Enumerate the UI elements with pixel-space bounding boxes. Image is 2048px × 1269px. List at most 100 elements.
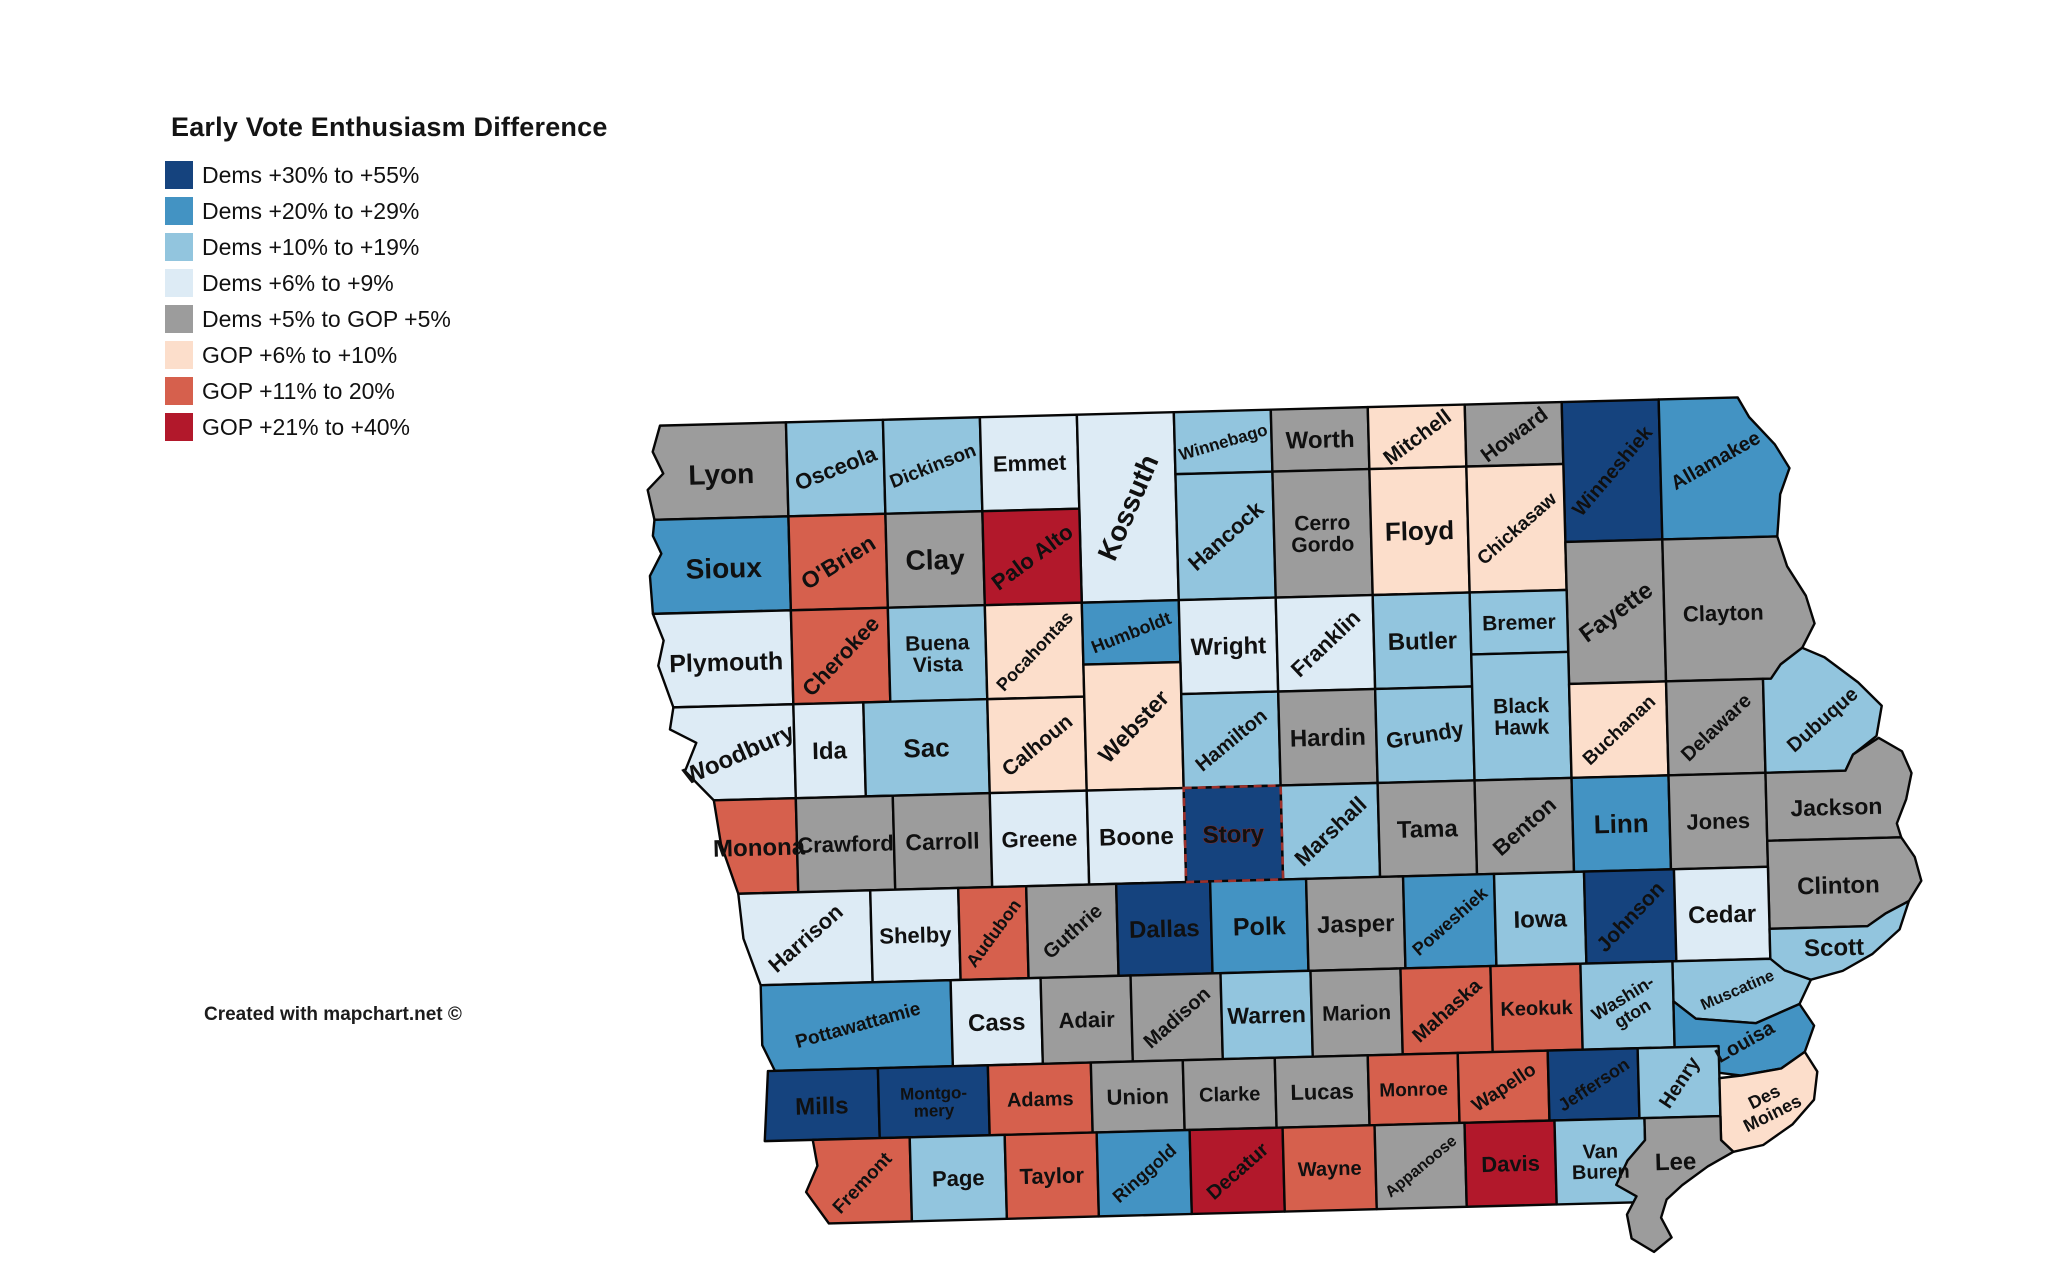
county-pottawattamie[interactable] [759,979,955,1073]
county-keokuk[interactable] [1489,962,1584,1054]
legend-label: Dems +30% to +55% [202,161,420,188]
county-mahaska[interactable] [1399,964,1494,1056]
county-cherokee[interactable] [789,606,892,706]
county-bremer[interactable] [1468,588,1570,656]
county-jones[interactable] [1667,771,1770,871]
county-montgomery[interactable] [876,1064,991,1140]
county-floyd[interactable] [1368,465,1471,597]
county-hancock[interactable] [1174,470,1277,602]
county-marion[interactable] [1309,967,1404,1058]
county-winneshiek[interactable] [1560,398,1664,544]
county-jefferson[interactable] [1546,1047,1641,1122]
county-carroll[interactable] [891,791,994,891]
county-union[interactable] [1089,1058,1186,1134]
county-grundy[interactable] [1373,685,1476,785]
county-crawford[interactable] [794,794,897,894]
county-taylor[interactable] [1003,1131,1101,1221]
county-benton[interactable] [1473,776,1576,876]
county-madison[interactable] [1129,971,1224,1063]
county-harrison[interactable] [737,889,874,987]
attribution: Created with mapchart.net © [204,1004,462,1025]
county-pocahontas[interactable] [983,601,1086,701]
county-decatur[interactable] [1188,1126,1286,1216]
county-monroe[interactable] [1366,1051,1461,1127]
county-palo-alto[interactable] [981,507,1083,607]
county-buchanan[interactable] [1567,680,1670,780]
county-wapello[interactable] [1456,1049,1551,1125]
legend-swatch-icon [165,197,193,225]
county-black-hawk[interactable] [1470,650,1573,782]
county-fremont[interactable] [804,1136,914,1225]
county-marshall[interactable] [1279,781,1382,881]
county-plymouth[interactable] [651,609,795,709]
county-story[interactable] [1182,784,1285,884]
county-appanoose[interactable] [1373,1121,1468,1211]
legend-label: Dems +5% to GOP +5% [202,305,451,332]
county-ida[interactable] [792,701,867,800]
county-mills[interactable] [763,1066,881,1143]
county-winnebago[interactable] [1172,408,1274,476]
county-jasper[interactable] [1304,875,1407,973]
county-lucas[interactable] [1273,1054,1371,1129]
county-dickinson[interactable] [881,416,984,515]
county-sac[interactable] [862,697,991,798]
county-wayne[interactable] [1281,1123,1378,1213]
county-iowa[interactable] [1492,870,1588,968]
county-cass[interactable] [949,976,1045,1068]
legend-label: GOP +21% to +40% [202,413,410,440]
county-guthrie[interactable] [1024,882,1120,980]
county-page[interactable] [908,1133,1009,1223]
county-adams[interactable] [986,1061,1094,1137]
county-boone[interactable] [1085,786,1188,886]
county-wright[interactable] [1177,596,1280,696]
county-lyon[interactable] [646,421,790,522]
county-monona[interactable] [712,797,800,895]
county-shelby[interactable] [869,886,962,984]
county-kossuth[interactable] [1075,410,1180,604]
county-howard[interactable] [1463,400,1565,468]
county-davis[interactable] [1463,1119,1558,1208]
county-linn[interactable] [1570,774,1673,874]
county-adair[interactable] [1039,974,1135,1066]
county-fayette[interactable] [1564,538,1668,686]
county-cedar[interactable] [1672,865,1772,963]
county-chickasaw[interactable] [1465,462,1568,594]
county-hardin[interactable] [1276,687,1379,787]
county-tama[interactable] [1376,779,1479,879]
county-washington[interactable] [1579,960,1676,1051]
county-butler[interactable] [1371,591,1474,691]
county-greene[interactable] [988,789,1091,889]
county-clay[interactable] [884,510,987,609]
county-buena-vista[interactable] [886,603,989,703]
county-cerro-gordo[interactable] [1271,467,1374,599]
county-humboldt[interactable] [1080,598,1182,666]
county-audubon[interactable] [957,885,1030,982]
county-mitchell[interactable] [1366,403,1468,471]
county-emmet[interactable] [978,413,1081,513]
county-o-brien[interactable] [787,512,890,612]
legend-item-dems-20-to-29: Dems +20% to +29% [165,193,608,229]
county-sioux[interactable] [648,515,793,616]
legend-label: Dems +20% to +29% [202,197,420,224]
county-polk[interactable] [1208,877,1310,975]
county-lee[interactable] [1614,1114,1735,1254]
county-henry[interactable] [1636,1044,1722,1120]
county-worth[interactable] [1269,405,1371,473]
county-ringgold[interactable] [1095,1128,1194,1218]
legend-swatch-icon [165,233,193,261]
county-delaware[interactable] [1664,677,1767,777]
legend-item-dems-30-to-55: Dems +30% to +55% [165,157,608,193]
county-franklin[interactable] [1274,593,1377,693]
county-hamilton[interactable] [1180,690,1282,790]
county-clarke[interactable] [1181,1056,1278,1132]
county-poweshiek[interactable] [1401,872,1498,970]
county-woodbury[interactable] [668,703,797,802]
county-allamakee[interactable] [1657,396,1792,541]
county-johnson[interactable] [1582,868,1678,965]
county-dallas[interactable] [1114,880,1214,978]
legend-label: GOP +6% to +10% [202,341,398,368]
county-calhoun[interactable] [986,695,1088,795]
county-webster[interactable] [1082,660,1185,792]
county-warren[interactable] [1219,969,1314,1061]
county-osceola[interactable] [784,418,887,518]
